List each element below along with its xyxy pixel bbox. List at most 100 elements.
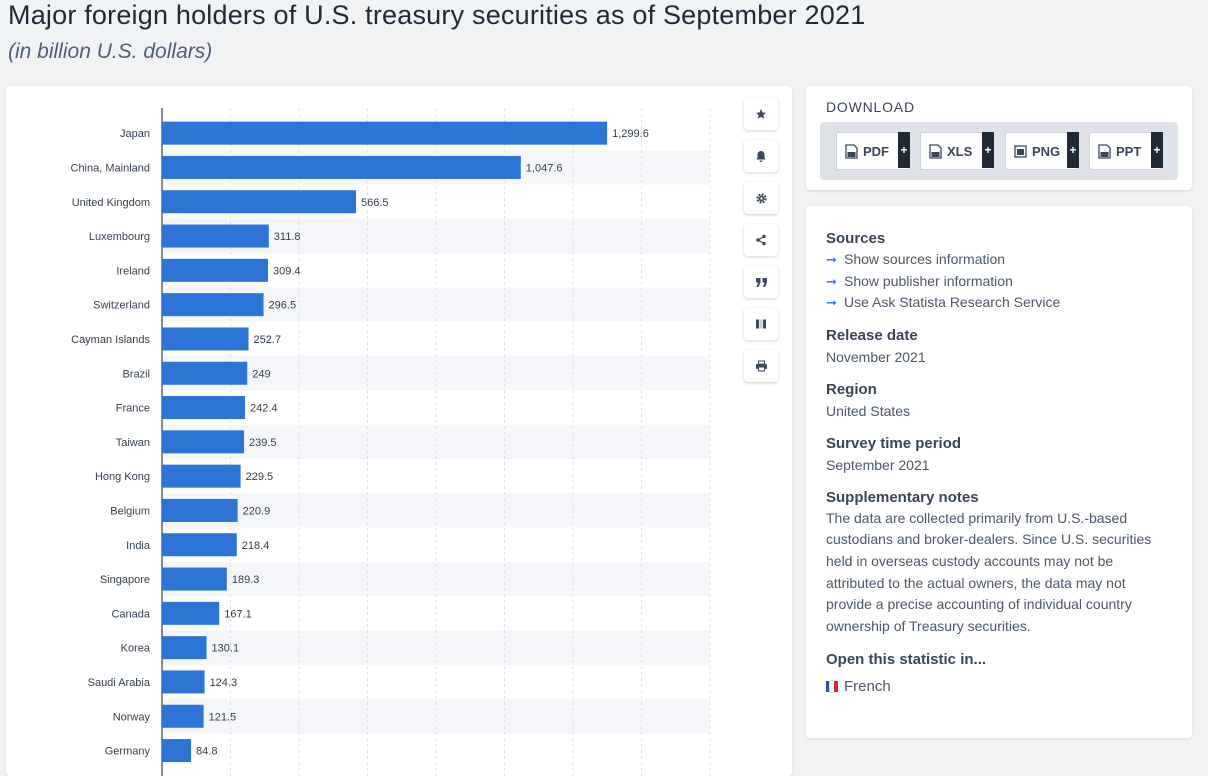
value-label: 252.7 (254, 334, 282, 346)
notes-line: ownership of Treasury securities. (826, 618, 1031, 635)
bar (162, 567, 227, 591)
value-label: 167.1 (224, 608, 252, 620)
category-label: Brazil (122, 368, 150, 380)
open-in-french-link[interactable]: French (826, 678, 1156, 695)
value-label: 296.5 (269, 300, 297, 312)
page-subtitle: (in billion U.S. dollars) (8, 40, 213, 63)
share-button[interactable] (744, 224, 778, 256)
region-heading: Region (826, 380, 877, 398)
download-pdf-button[interactable]: PDF + (836, 132, 910, 170)
show-sources-label: Show sources information (844, 251, 1006, 267)
value-label: 218.4 (242, 540, 270, 552)
notes-line: provide a precise accounting of individu… (826, 596, 1132, 613)
language-button[interactable] (744, 308, 778, 340)
bar-chart: Japan 1,299.6 China, Mainland 1,047.6 United… (71, 108, 711, 776)
favorite-button[interactable] (744, 98, 778, 130)
print-button[interactable] (744, 350, 778, 382)
notification-button[interactable] (744, 140, 778, 172)
bar (162, 704, 204, 728)
value-label: 309.4 (273, 265, 301, 277)
value-label: 121.5 (209, 711, 237, 723)
bar (162, 601, 220, 625)
value-label: 566.5 (361, 197, 389, 209)
category-label: Germany (105, 746, 151, 758)
quote-icon (755, 277, 767, 287)
ask-statista-link[interactable]: ➞ Use Ask Statista Research Service (826, 292, 1156, 314)
plus-icon: + (982, 132, 994, 168)
page-title: Major foreign holders of U.S. treasury s… (8, 0, 866, 30)
category-label: Belgium (110, 505, 150, 517)
category-label: Norway (113, 711, 151, 723)
french-flag-icon (826, 679, 838, 693)
category-label: Switzerland (93, 300, 150, 312)
show-sources-link[interactable]: ➞ Show sources information (826, 249, 1156, 271)
category-label: Hong Kong (95, 471, 150, 483)
download-ppt-button[interactable]: PPT + (1089, 132, 1163, 170)
category-label: United Kingdom (72, 197, 150, 209)
download-pdf-label: PDF (863, 143, 889, 159)
gear-icon (755, 192, 767, 204)
download-title: DOWNLOAD (826, 99, 915, 115)
chart-toolbar (744, 98, 780, 392)
bar (162, 636, 207, 660)
category-label: France (116, 403, 150, 415)
notes-line: custodians and broker-dealers. Since U.S… (826, 531, 1152, 548)
bar (162, 533, 237, 557)
category-label: Japan (120, 128, 150, 140)
value-label: 124.3 (210, 677, 238, 689)
star-icon (756, 109, 766, 119)
cite-button[interactable] (744, 266, 778, 298)
download-xls-label: XLS (947, 143, 973, 159)
category-label: Luxembourg (89, 231, 150, 243)
language-label: French (844, 677, 891, 695)
value-label: 242.4 (250, 403, 278, 415)
download-ppt-label: PPT (1116, 143, 1142, 159)
download-panel: DOWNLOAD PDF + XLS + PNG + PPT + (806, 86, 1192, 190)
value-label: 220.9 (243, 505, 271, 517)
value-label: 239.5 (249, 437, 277, 449)
info-panel: Sources ➞ Show sources information ➞ Show … (806, 206, 1192, 738)
chart-card: Japan 1,299.6 China, Mainland 1,047.6 United… (6, 86, 792, 776)
category-label: Korea (121, 643, 151, 655)
row-band (162, 630, 710, 665)
bar (162, 121, 608, 145)
value-label: 84.8 (196, 746, 217, 758)
bar (162, 327, 249, 351)
file-xls-icon (929, 143, 942, 159)
share-icon (756, 234, 766, 246)
plus-icon: + (1151, 132, 1163, 168)
download-xls-button[interactable]: XLS + (920, 132, 994, 170)
arrow-right-icon: ➞ (826, 295, 837, 310)
bar (162, 293, 264, 317)
bar (162, 224, 269, 248)
release-date-heading: Release date (826, 326, 918, 344)
download-png-button[interactable]: PNG + (1005, 132, 1079, 170)
bell-icon (756, 150, 766, 162)
bar (162, 396, 246, 420)
category-label: Cayman Islands (71, 334, 150, 346)
category-label: Ireland (116, 265, 150, 277)
category-label: Singapore (100, 574, 150, 586)
plus-icon: + (1067, 132, 1079, 168)
file-png-icon (1014, 144, 1027, 158)
row-band (162, 424, 710, 459)
survey-period-value: September 2021 (826, 456, 930, 473)
bar (162, 739, 192, 763)
category-label: Taiwan (116, 437, 150, 449)
bar (162, 498, 238, 522)
notes-line: The data are collected primarily from U.… (826, 509, 1128, 526)
bar (162, 258, 268, 282)
settings-button[interactable] (744, 182, 778, 214)
value-label: 189.3 (232, 574, 260, 586)
value-label: 1,299.6 (612, 128, 649, 140)
category-label: Canada (111, 608, 150, 620)
flag-icon (756, 319, 766, 329)
bar (162, 361, 248, 385)
notes-line: held in overseas custody accounts may no… (826, 552, 1114, 569)
show-publisher-link[interactable]: ➞ Show publisher information (826, 271, 1156, 293)
value-label: 249 (252, 368, 270, 380)
bar (162, 670, 205, 694)
download-bar: PDF + XLS + PNG + PPT + (820, 122, 1178, 180)
notes-line: attributed to the actual owners, the dat… (826, 574, 1126, 591)
release-date-value: November 2021 (826, 348, 926, 365)
